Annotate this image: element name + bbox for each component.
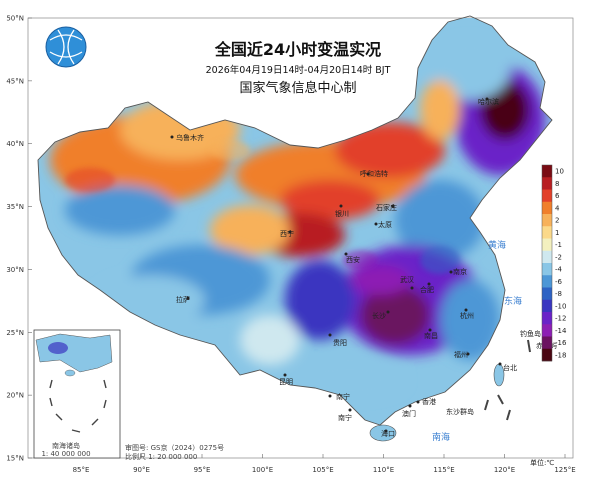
legend-label: 10	[555, 168, 564, 176]
legend-swatch	[542, 287, 552, 301]
city-label: 台北	[503, 363, 517, 372]
sea-label: 黄海	[488, 239, 506, 251]
longitude-label: 90°E	[133, 466, 150, 474]
latitude-label: 15°N	[6, 455, 24, 463]
city-label: 香港	[422, 397, 436, 406]
legend-swatch	[542, 275, 552, 288]
city-label: 西宁	[280, 229, 294, 238]
city-label: 昆明	[279, 378, 293, 386]
legend-label: -10	[555, 302, 566, 310]
legend-label: -8	[555, 290, 562, 298]
legend-swatch	[542, 177, 552, 190]
longitude-label: 100°E	[252, 466, 273, 474]
longitude-labels: 85°E 90°E 95°E 100°E 105°E 110°E 115°E 120°E 125…	[73, 454, 576, 474]
cma-logo-icon	[45, 26, 87, 68]
sea-label: 东海	[504, 295, 522, 307]
legend-label: 2	[555, 217, 559, 225]
city-label: 哈尔滨	[478, 97, 499, 106]
legend-label: -1	[555, 241, 562, 249]
legend-swatch	[542, 214, 552, 227]
latitude-label: 20°N	[6, 392, 24, 400]
longitude-label: 105°E	[312, 466, 333, 474]
city-label: 呼和浩特	[360, 169, 388, 178]
city-label: 武汉	[400, 275, 414, 284]
legend-label: -12	[555, 315, 566, 323]
sea-label: 南海	[432, 431, 450, 443]
legend-swatch	[542, 312, 552, 325]
city-label: 福州	[454, 350, 468, 359]
city-label: 拉萨	[176, 295, 190, 304]
city-label: 银川	[335, 209, 349, 218]
inset-scale: 1: 40 000 000	[41, 450, 90, 458]
review-number: 审图号: GS京（2024）0275号	[125, 443, 224, 452]
legend-swatch	[542, 165, 552, 178]
legend-swatch	[542, 189, 552, 203]
scale-note: 比例尺 1: 20 000 000	[125, 452, 197, 461]
map-title: 全国近24小时变温实况	[214, 40, 381, 59]
city-label: 澳门	[402, 409, 416, 418]
city-label: 南京	[453, 267, 467, 276]
latitude-labels: 50°N 45°N 40°N 35°N 30°N 25°N 20°N 15°N	[6, 15, 32, 463]
city-labels: 乌鲁木齐 哈尔滨 呼和浩特 石家庄 银川 西宁 太原 西安 拉萨 南京 合肥 杭…	[170, 97, 517, 438]
legend-swatch	[542, 201, 552, 215]
legend-swatch	[542, 263, 552, 276]
legend-label: -4	[555, 266, 563, 274]
legend-label: -18	[555, 351, 566, 359]
legend-label: -16	[555, 339, 567, 347]
longitude-label: 125°E	[554, 466, 575, 474]
legend-label: -2	[555, 253, 562, 261]
city-label: 长沙	[372, 311, 386, 320]
legend-unit: 单位:℃	[530, 458, 554, 467]
city-label: 乌鲁木齐	[176, 133, 204, 142]
south-china-sea-inset: 南海诸岛 1: 40 000 000	[33, 329, 121, 459]
latitude-label: 40°N	[6, 140, 24, 148]
city-label: 贵阳	[333, 338, 347, 347]
island-label: 钓鱼岛	[520, 329, 541, 338]
legend-label: 1	[555, 229, 559, 237]
legend-swatch	[542, 250, 552, 264]
city-label: 西安	[346, 255, 360, 264]
longitude-label: 85°E	[73, 466, 90, 474]
legend-swatch	[542, 336, 552, 350]
legend-label: -14	[555, 327, 567, 335]
temperature-legend: 10 8 6 4 2 1 -1 -2 -4 -6 -8 -10 -12 -14 -16 -18	[541, 164, 567, 362]
city-label: 石家庄	[376, 203, 397, 212]
city-label: 太原	[378, 220, 392, 229]
latitude-label: 30°N	[6, 266, 24, 274]
map-subtitle: 2026年04月19日14时-04月20日14时 BJT	[206, 64, 391, 76]
latitude-label: 50°N	[6, 15, 24, 23]
city-label: 南宁	[336, 392, 350, 401]
city-label: 南昌	[424, 331, 438, 340]
city-label: 海口	[381, 429, 395, 438]
boundary-dashes	[484, 339, 531, 421]
legend-swatch	[542, 226, 552, 239]
legend-swatch	[542, 324, 552, 337]
longitude-label: 115°E	[433, 466, 454, 474]
longitude-label: 95°E	[194, 466, 211, 474]
legend-swatch	[542, 238, 552, 252]
island-label: 东沙群岛	[446, 407, 474, 416]
legend-label: -6	[555, 278, 563, 286]
legend-swatch	[542, 348, 552, 362]
longitude-label: 120°E	[494, 466, 515, 474]
legend-swatch	[542, 299, 552, 313]
latitude-label: 25°N	[6, 329, 24, 337]
map-organization: 国家气象信息中心制	[239, 80, 356, 96]
hainan-island	[369, 424, 397, 442]
legend-label: 8	[555, 180, 559, 188]
latitude-label: 45°N	[6, 77, 24, 85]
city-label: 合肥	[420, 285, 434, 294]
longitude-label: 110°E	[373, 466, 394, 474]
legend-label: 6	[555, 192, 560, 200]
legend-label: 4	[555, 204, 560, 212]
city-label: 南宁	[338, 413, 352, 422]
city-label: 杭州	[460, 311, 474, 320]
inset-label: 南海诸岛	[52, 441, 80, 450]
latitude-label: 35°N	[6, 203, 24, 211]
